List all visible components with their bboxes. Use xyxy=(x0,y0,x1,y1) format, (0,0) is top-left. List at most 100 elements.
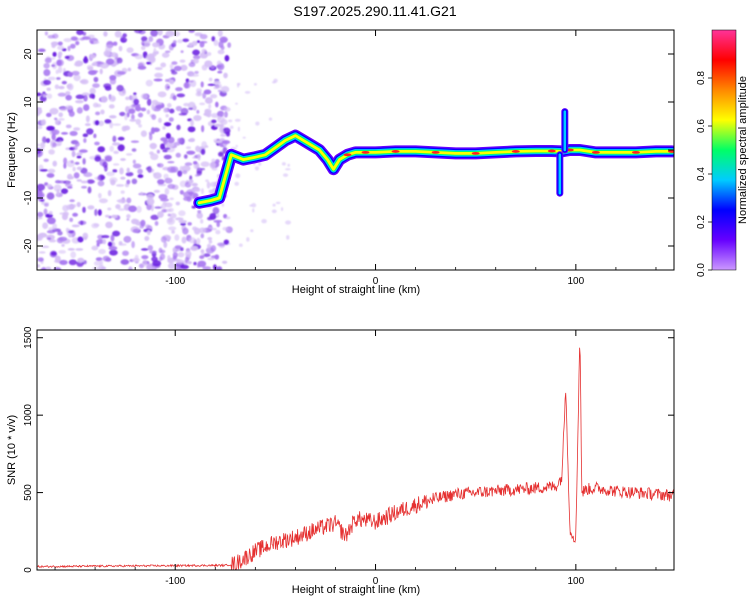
spectrogram-noise-blob xyxy=(149,250,158,254)
spectrogram-noise-blob xyxy=(106,58,115,65)
spectrogram-noise-blob xyxy=(87,186,92,194)
spectrogram-noise-blob xyxy=(65,183,73,187)
spectrogram-noise-blob xyxy=(235,144,238,148)
spectrogram-noise-blob xyxy=(217,30,223,37)
spectrogram-noise-blob xyxy=(197,260,207,268)
spectrogram-noise-blob xyxy=(220,134,226,137)
spectrogram-noise-blob xyxy=(60,188,69,194)
spectrogram-noise-blob xyxy=(42,222,49,229)
spectrogram-noise-blob xyxy=(50,251,57,256)
spectrogram-noise-blob xyxy=(212,206,220,215)
spectrogram-noise-blob xyxy=(160,204,167,209)
spectrogram-noise-blob xyxy=(114,30,122,38)
spectrogram-noise-blob xyxy=(282,173,289,177)
spectrogram-noise-blob xyxy=(167,103,172,108)
spectrogram-noise-blob xyxy=(80,79,89,85)
spectrogram-noise-blob xyxy=(234,118,241,122)
spectrogram-noise-blob xyxy=(65,94,72,101)
spectrogram-noise-blob xyxy=(140,219,146,227)
spectrogram-noise-blob xyxy=(76,201,81,208)
spectrogram-noise-blob xyxy=(45,138,51,143)
spectrogram-noise-blob xyxy=(275,201,281,205)
spectrogram-noise-blob xyxy=(168,226,177,231)
colorbar-tick-label: 0.6 xyxy=(696,119,707,133)
snr-background xyxy=(37,330,674,570)
spectrogram-noise-blob xyxy=(164,187,170,196)
spectrogram-noise-blob xyxy=(126,218,130,221)
spectrogram-noise-blob xyxy=(246,237,250,242)
spectrogram-noise-blob xyxy=(193,114,202,122)
spectrogram-noise-blob xyxy=(107,190,112,197)
spectrogram-noise-blob xyxy=(162,201,167,206)
spectrogram-y-tick-label: -20 xyxy=(23,238,34,253)
spectrogram-noise-blob xyxy=(112,41,118,46)
spectrogram-noise-blob xyxy=(171,229,175,234)
spectrogram-noise-blob xyxy=(68,110,75,117)
spectrogram-noise-blob xyxy=(217,213,220,218)
spectrogram-noise-blob xyxy=(86,128,94,135)
spectrogram-noise-blob xyxy=(112,142,121,146)
spectrogram-noise-blob xyxy=(67,45,71,52)
spectrogram-noise-blob xyxy=(190,74,200,77)
spectrogram-noise-blob xyxy=(102,255,110,262)
spectrogram-noise-blob xyxy=(235,173,241,179)
spectrogram-noise-blob xyxy=(93,76,99,83)
spectrogram-noise-blob xyxy=(77,236,84,243)
spectrogram-noise-blob xyxy=(178,219,187,224)
spectrogram-noise-blob xyxy=(141,255,149,260)
spectrogram-noise-blob xyxy=(138,124,143,128)
spectrogram-noise-blob xyxy=(161,52,170,58)
spectrogram-noise-blob xyxy=(128,266,133,270)
spectrogram-noise-blob xyxy=(137,112,144,118)
spectrogram-noise-blob xyxy=(48,149,55,155)
spectrogram-y-tick-label: -10 xyxy=(23,190,34,205)
spectrogram-noise-blob xyxy=(192,187,201,192)
spectrogram-noise-blob xyxy=(118,45,123,52)
spectrogram-noise-blob xyxy=(147,165,153,173)
spectrogram-noise-blob xyxy=(85,115,90,123)
spectrogram-noise-blob xyxy=(74,62,83,67)
spectrogram-noise-blob xyxy=(172,247,176,253)
spectrogram-noise-blob xyxy=(176,124,181,131)
spectrogram-noise-blob xyxy=(196,167,203,174)
spectrogram-noise-blob xyxy=(109,249,118,256)
spectrogram-noise-blob xyxy=(38,232,48,238)
spectrogram-noise-blob xyxy=(197,210,202,214)
spectrogram-noise-blob xyxy=(252,208,255,213)
spectrogram-noise-blob xyxy=(54,139,61,143)
spectrogram-noise-blob xyxy=(43,69,51,77)
spectrogram-noise-blob xyxy=(122,250,129,256)
spectrogram-noise-blob xyxy=(157,211,164,218)
spectrogram-y-tick-label: 10 xyxy=(23,96,34,108)
spectrogram-noise-blob xyxy=(200,249,205,253)
spectrogram-noise-blob xyxy=(148,36,154,42)
spectrogram-noise-blob xyxy=(140,130,147,137)
spectrogram-noise-blob xyxy=(174,266,182,270)
spectrogram-noise-blob xyxy=(128,108,136,114)
spectrogram-noise-blob xyxy=(258,162,262,166)
spectrogram-noise-blob xyxy=(70,36,78,41)
spectrogram-noise-blob xyxy=(42,136,47,144)
spectrogram-noise-blob xyxy=(140,93,148,100)
spectrogram-peak xyxy=(547,149,556,153)
spectrogram-noise-blob xyxy=(68,259,77,266)
spectrogram-noise-blob xyxy=(37,257,44,262)
spectrogram-noise-blob xyxy=(280,207,284,212)
spectrogram-noise-blob xyxy=(45,266,52,270)
spectrogram-noise-blob xyxy=(91,62,98,66)
spectrogram-noise-blob xyxy=(182,170,188,175)
spectrogram-noise-blob xyxy=(217,151,224,157)
spectrogram-noise-blob xyxy=(163,154,172,160)
spectrogram-noise-blob xyxy=(176,259,184,264)
spectrogram-noise-blob xyxy=(217,115,222,120)
spectrogram-noise-blob xyxy=(94,120,100,126)
spectrogram-noise-blob xyxy=(200,148,206,155)
spectrogram-noise-blob xyxy=(119,243,127,246)
spectrogram-noise-blob xyxy=(208,239,213,244)
spectrogram-noise-blob xyxy=(188,179,193,185)
spectrogram-noise-blob xyxy=(200,161,210,168)
colorbar-gradient xyxy=(712,30,736,270)
spectrogram-noise-blob xyxy=(37,107,43,115)
spectrogram-noise-blob xyxy=(46,125,55,131)
spectrogram-noise-blob xyxy=(58,249,66,254)
